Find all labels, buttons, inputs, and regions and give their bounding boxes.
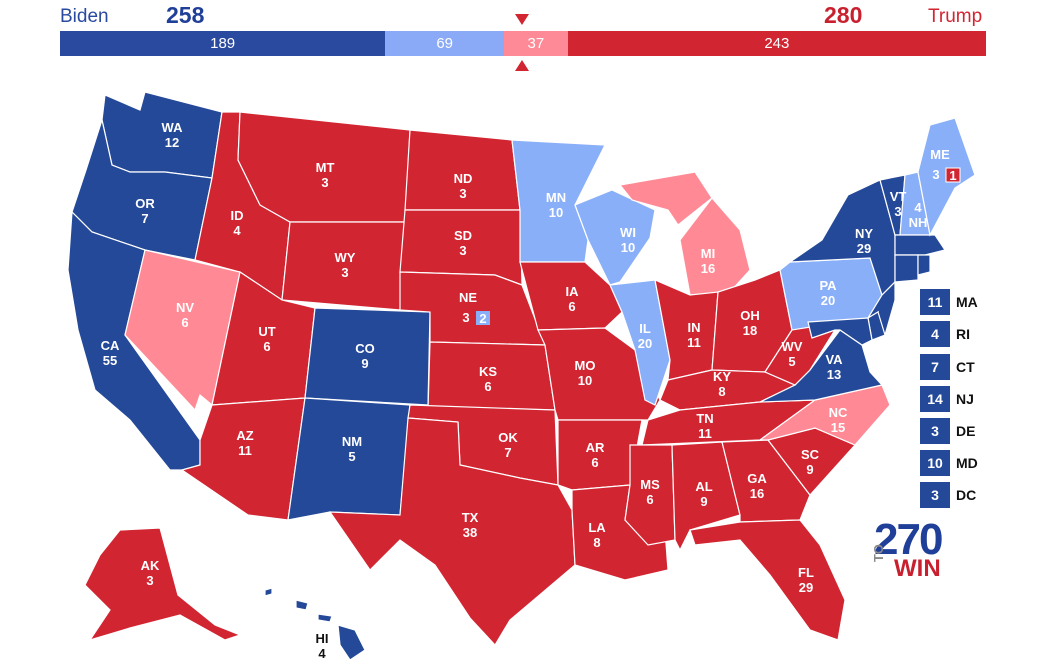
- label-nv: NV 6: [176, 300, 194, 330]
- label-mn: MN 10: [546, 190, 566, 220]
- legend-ev: 7: [920, 354, 950, 380]
- label-sc: SC 9: [801, 447, 820, 477]
- label-or: OR 7: [135, 196, 155, 226]
- label-mt: MT 3: [316, 160, 335, 190]
- trump-name: Trump: [928, 6, 983, 27]
- biden-name: Biden: [60, 6, 109, 27]
- legend-row-dc[interactable]: 3 DC: [920, 482, 1030, 508]
- label-me-district: 1: [949, 168, 956, 183]
- threshold-marker-top: [515, 14, 529, 25]
- label-ut: UT 6: [258, 324, 275, 354]
- bar-safe-rep[interactable]: 243: [567, 31, 986, 56]
- label-nh: 4 NH: [909, 200, 928, 230]
- label-nc: NC 15: [829, 405, 848, 435]
- legend-state: MA: [956, 294, 978, 310]
- label-wy: WY 3: [335, 250, 356, 280]
- legend-ev: 3: [920, 418, 950, 444]
- legend-state: MD: [956, 455, 978, 471]
- label-oh: OH 18: [740, 308, 760, 338]
- legend-state: CT: [956, 359, 975, 375]
- label-ca: CA 55: [101, 338, 120, 368]
- legend-ev: 3: [920, 482, 950, 508]
- label-ne-district: 2: [479, 311, 486, 326]
- state-ak[interactable]: [84, 527, 242, 642]
- legend-state: RI: [956, 326, 970, 342]
- state-hi[interactable]: [264, 587, 366, 661]
- logo-to: TO: [871, 544, 886, 562]
- legend-ev: 4: [920, 321, 950, 347]
- logo-number: 270: [874, 515, 943, 564]
- legend-ev: 14: [920, 386, 950, 412]
- label-wi: WI 10: [620, 225, 636, 255]
- label-ky: KY 8: [713, 369, 731, 399]
- me-district-box[interactable]: [945, 167, 961, 183]
- logo-win: WIN: [894, 555, 941, 582]
- legend-row-md[interactable]: 10 MD: [920, 450, 1030, 476]
- label-az: AZ 11: [236, 428, 253, 458]
- label-ar: AR 6: [586, 440, 605, 470]
- label-vt: VT 3: [890, 189, 907, 219]
- threshold-marker-bottom: [515, 60, 529, 71]
- electoral-vote-bar: 189 69 37 243: [60, 31, 986, 56]
- state-ri[interactable]: [917, 254, 931, 276]
- legend-ev: 11: [920, 289, 950, 315]
- label-ga: GA 16: [747, 471, 767, 501]
- label-me: ME 3: [930, 147, 950, 182]
- label-mi: MI 16: [701, 246, 715, 276]
- label-sd: SD 3: [454, 228, 472, 258]
- state-fl[interactable]: [689, 519, 846, 641]
- legend-state: DC: [956, 487, 977, 503]
- biden-total: 258: [166, 2, 205, 28]
- state-tx[interactable]: [328, 417, 576, 646]
- bar-lean-rep[interactable]: 37: [504, 31, 568, 56]
- trump-total: 280: [824, 2, 863, 28]
- label-co: CO 9: [355, 341, 375, 371]
- label-ms: MS 6: [640, 477, 660, 507]
- bar-lean-dem[interactable]: 69: [385, 31, 505, 56]
- label-ok: OK 7: [498, 430, 518, 460]
- label-hi: HI 4: [316, 631, 329, 661]
- legend-row-ma[interactable]: 11 MA: [920, 289, 1030, 315]
- label-pa: PA 20: [819, 278, 837, 308]
- legend-row-ri[interactable]: 4 RI: [920, 321, 1030, 347]
- label-wa: WA 12: [162, 120, 184, 150]
- legend-row-nj[interactable]: 14 NJ: [920, 386, 1030, 412]
- legend-state: DE: [956, 423, 976, 439]
- label-id: ID 4: [231, 208, 244, 238]
- label-wv: WV 5: [782, 339, 803, 369]
- ne-district-box[interactable]: [476, 311, 490, 325]
- state-wi[interactable]: [574, 189, 656, 286]
- label-ne: NE 3: [459, 290, 477, 325]
- label-tn: TN 11: [696, 411, 713, 441]
- label-ks: KS 6: [479, 364, 497, 394]
- label-il: IL 20: [638, 321, 652, 351]
- label-al: AL 9: [695, 479, 712, 509]
- state-ma[interactable]: [894, 234, 946, 256]
- label-ak: AK 3: [141, 558, 160, 588]
- label-nm: NM 5: [342, 434, 362, 464]
- state-md[interactable]: [807, 317, 873, 346]
- label-ia: IA 6: [566, 284, 580, 314]
- bar-safe-dem[interactable]: 189: [60, 31, 386, 56]
- label-fl: FL 29: [798, 565, 814, 595]
- legend-row-de[interactable]: 3 DE: [920, 418, 1030, 444]
- label-tx: TX 38: [462, 510, 479, 540]
- label-mo: MO 10: [575, 358, 596, 388]
- legend-ev: 10: [920, 450, 950, 476]
- label-la: LA 8: [588, 520, 606, 550]
- legend-row-ct[interactable]: 7 CT: [920, 354, 1030, 380]
- state-ct[interactable]: [894, 254, 919, 283]
- 270towin-logo[interactable]: 270 TO WIN: [871, 515, 944, 582]
- label-va: VA 13: [825, 352, 843, 382]
- state-az[interactable]: [180, 397, 306, 521]
- label-nd: ND 3: [454, 171, 473, 201]
- legend-state: NJ: [956, 391, 974, 407]
- state-wa[interactable]: [101, 91, 223, 179]
- label-ny: NY 29: [855, 226, 873, 256]
- label-in: IN 11: [687, 320, 701, 350]
- state-mn[interactable]: [511, 139, 606, 263]
